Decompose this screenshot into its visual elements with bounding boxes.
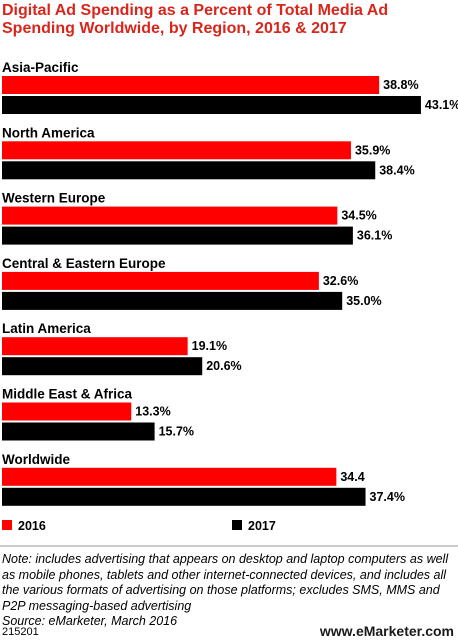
category-label: Worldwide: [2, 452, 70, 467]
footnote: Note: includes advertising that appears …: [2, 552, 449, 613]
data-label: 38.8%: [383, 78, 418, 92]
brand-logo: www.eMarketer.com: [319, 623, 454, 639]
footer-note-block: Note: includes advertising that appears …: [2, 552, 456, 630]
data-label: 13.3%: [135, 405, 170, 419]
data-label: 15.7%: [159, 425, 194, 439]
category-label: Western Europe: [2, 191, 106, 206]
bar-2017: [2, 226, 353, 245]
bar-2017: [2, 357, 203, 376]
legend-label: 2016: [18, 519, 46, 533]
bar-2017: [2, 487, 366, 506]
data-label: 38.4%: [379, 163, 414, 177]
category-label: Latin America: [2, 321, 91, 336]
bar-2016: [2, 206, 338, 225]
chart-id: 215201: [2, 626, 39, 638]
data-label: 35.9%: [355, 143, 390, 157]
data-label: 36.1%: [357, 229, 392, 243]
bar-2017: [2, 422, 155, 441]
bar-2016: [2, 467, 337, 486]
data-label: 43.1%: [425, 98, 458, 112]
data-label: 34.5%: [341, 209, 376, 223]
data-label: 34.4: [340, 470, 364, 484]
bar-2016: [2, 271, 319, 290]
legend-swatch-2017: [232, 520, 242, 530]
bar-2016: [2, 402, 132, 421]
bar-2017: [2, 291, 343, 310]
data-label: 20.6%: [206, 359, 241, 373]
category-label: Asia-Pacific: [2, 60, 79, 75]
bar-2016: [2, 337, 188, 356]
data-label: 19.1%: [192, 339, 227, 353]
bar-2016: [2, 141, 351, 160]
data-label: 35.0%: [346, 294, 381, 308]
bar-2017: [2, 161, 376, 180]
bar-chart: Asia-Pacific 38.8% 43.1% North America 35.9%…: [0, 60, 458, 547]
category-label: Central & Eastern Europe: [2, 256, 166, 271]
data-label: 32.6%: [323, 274, 358, 288]
chart-title: Digital Ad Spending as a Percent of Tota…: [2, 2, 389, 37]
legend-swatch-2016: [2, 520, 12, 530]
source-line: Source: eMarketer, March 2016: [2, 614, 178, 628]
data-label: 37.4%: [370, 490, 405, 504]
bar-2016: [2, 76, 380, 94]
category-label: North America: [2, 125, 95, 140]
legend-label: 2017: [248, 519, 276, 533]
category-label: Middle East & Africa: [2, 387, 133, 402]
bar-2017: [2, 96, 421, 114]
